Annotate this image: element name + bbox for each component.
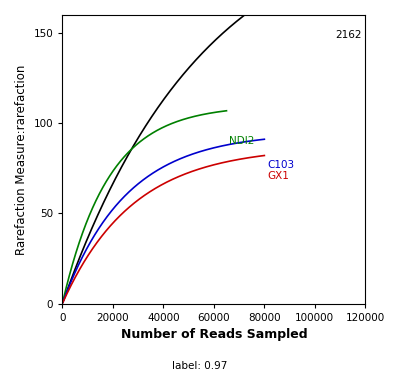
Text: label: 0.97: label: 0.97 xyxy=(172,361,228,371)
Text: 2162: 2162 xyxy=(335,30,362,40)
Text: GX1: GX1 xyxy=(267,171,289,181)
Text: NDI2: NDI2 xyxy=(229,136,254,146)
X-axis label: Number of Reads Sampled: Number of Reads Sampled xyxy=(120,328,307,341)
Text: C103: C103 xyxy=(267,160,294,170)
Y-axis label: Rarefaction Measure:rarefaction: Rarefaction Measure:rarefaction xyxy=(15,64,28,255)
